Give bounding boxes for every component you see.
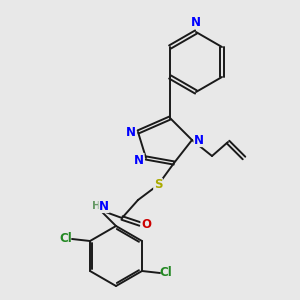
Text: S: S — [154, 178, 162, 191]
Text: N: N — [191, 16, 201, 29]
Text: Cl: Cl — [160, 266, 172, 280]
Text: N: N — [99, 200, 109, 212]
Text: Cl: Cl — [60, 232, 72, 245]
Text: O: O — [141, 218, 151, 230]
Text: N: N — [194, 134, 204, 146]
Text: H: H — [92, 201, 100, 211]
Text: N: N — [126, 125, 136, 139]
Text: N: N — [134, 154, 144, 166]
